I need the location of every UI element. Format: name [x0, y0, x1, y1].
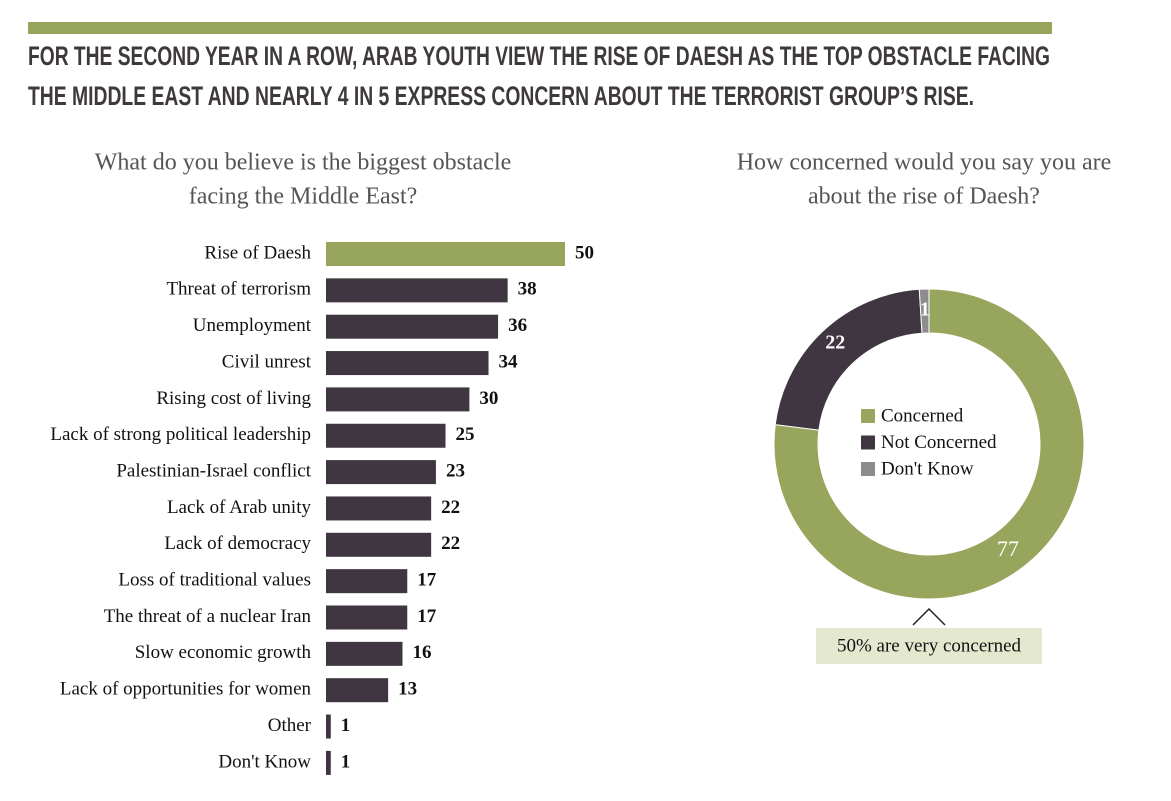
category-label: Civil unrest: [222, 351, 312, 372]
bar: [326, 641, 403, 666]
category-label: Lack of Arab unity: [167, 497, 312, 518]
legend-swatch: [861, 435, 875, 450]
annotation-box: [816, 628, 1042, 664]
annotation: 50% are very concerned: [837, 635, 1022, 656]
category-label: The threat of a nuclear Iran: [104, 606, 312, 627]
chart-title: How concerned would you say you are: [737, 150, 1112, 176]
category-label: Loss of traditional values: [118, 570, 311, 591]
value-label: 38: [518, 279, 537, 300]
legend-swatch: [861, 409, 875, 423]
value-label: 34: [499, 351, 519, 372]
bar: [326, 278, 508, 303]
chart-title: What do you believe is the biggest obsta…: [95, 150, 512, 176]
bar: [326, 351, 489, 376]
value-label: 22: [441, 497, 460, 518]
category-label: Other: [268, 715, 312, 736]
category-label: Don't Know: [218, 751, 311, 772]
bar: [326, 750, 331, 775]
value-label: 23: [446, 460, 465, 481]
bar: [326, 242, 565, 266]
segment-label: 22: [825, 332, 845, 354]
value-label: 25: [456, 424, 475, 445]
header-bar: [28, 22, 1052, 34]
value-label: 16: [412, 642, 431, 663]
bar: [326, 496, 432, 521]
bar: [326, 314, 499, 339]
category-label: Rising cost of living: [156, 388, 311, 409]
category-label: Lack of strong political leadership: [50, 424, 311, 445]
value-label: 17: [417, 570, 437, 591]
chart-title: about the rise of Daesh?: [808, 184, 1040, 210]
legend-label: Don't Know: [881, 458, 974, 479]
value-label: 50: [575, 242, 594, 263]
bar: [326, 423, 446, 448]
category-label: Lack of democracy: [164, 533, 311, 554]
donut-segment: [773, 288, 1085, 600]
value-label: 13: [398, 679, 417, 700]
category-label: Threat of terrorism: [166, 279, 311, 300]
bar: [326, 605, 408, 630]
segment-label: 1: [920, 299, 930, 321]
value-label: 30: [479, 388, 498, 409]
caret: [912, 607, 946, 626]
category-label: Lack of opportunities for women: [60, 679, 312, 700]
legend-label: Not Concerned: [881, 432, 997, 453]
title: THE MIDDLE EAST AND NEARLY 4 IN 5 EXPRES…: [28, 81, 974, 111]
donut-segment: [918, 288, 930, 334]
segment-label: 77: [997, 536, 1019, 561]
category-label: Slow economic growth: [135, 642, 312, 663]
bar: [326, 678, 389, 703]
title: FOR THE SECOND YEAR IN A ROW, ARAB YOUTH…: [28, 41, 1050, 71]
category-label: Unemployment: [193, 315, 312, 336]
value-label: 36: [508, 315, 527, 336]
value-label: 1: [341, 715, 351, 736]
value-label: 22: [441, 533, 460, 554]
bar: [326, 387, 470, 412]
value-label: 1: [341, 751, 351, 772]
legend-label: Concerned: [881, 405, 964, 426]
bar: [326, 714, 331, 739]
category-label: Rise of Daesh: [204, 242, 311, 263]
category-label: Palestinian-Israel conflict: [116, 460, 311, 481]
bar: [326, 569, 408, 594]
value-label: 17: [417, 606, 437, 627]
legend-swatch: [861, 462, 875, 476]
chart-title: facing the Middle East?: [189, 184, 418, 210]
bar: [326, 460, 436, 485]
bar: [326, 532, 432, 557]
